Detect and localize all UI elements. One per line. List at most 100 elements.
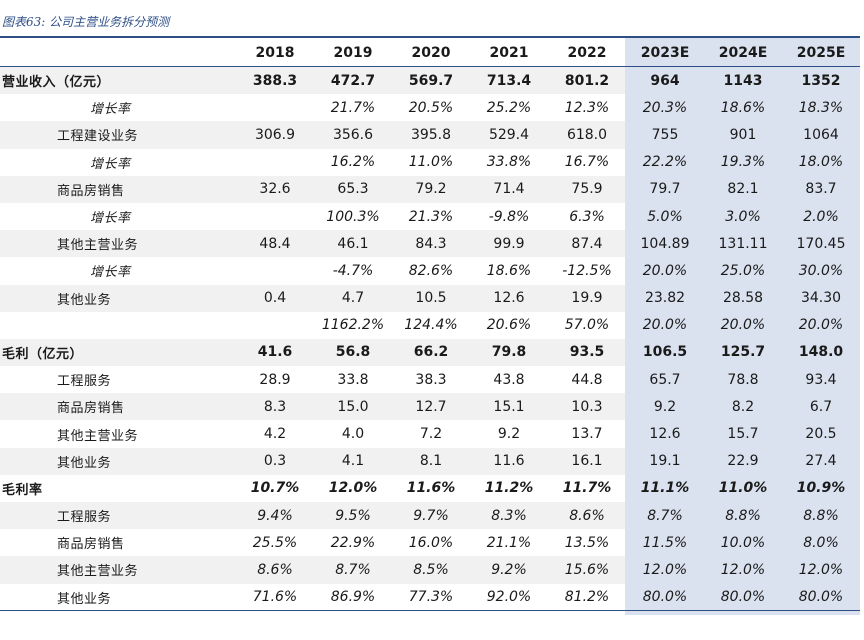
- value-cell: 12.0%: [642, 561, 688, 578]
- value-cell: [236, 203, 314, 230]
- value-cell: 20.5%: [408, 99, 454, 116]
- value-cell: 22.2%: [642, 154, 688, 171]
- value-cell: 11.1%: [640, 480, 690, 497]
- value-cell: [236, 149, 314, 176]
- row-label: 其他主营业务: [57, 564, 139, 580]
- value-cell: 472.7: [330, 72, 376, 89]
- value-cell: 9.2: [497, 426, 521, 443]
- value-cell: 11.6%: [406, 480, 456, 497]
- value-cell: 11.2%: [484, 480, 534, 497]
- value-cell: 10.0%: [720, 534, 766, 551]
- value-cell: 20.0%: [642, 262, 688, 279]
- value-cell: 79.8: [491, 344, 527, 361]
- table-row: 增长率 -4.7% 82.6% 18.6% -12.5% 20.0% 25.0% 30.0%: [0, 257, 860, 284]
- value-cell: 28.9: [259, 371, 291, 388]
- row-label: 工程服务: [57, 374, 112, 390]
- value-cell: -4.7%: [332, 262, 374, 279]
- value-cell: 75.9: [571, 181, 603, 198]
- value-cell: 6.7: [809, 398, 833, 415]
- value-cell: 124.4%: [404, 317, 458, 334]
- value-cell: 20.0%: [720, 317, 766, 334]
- value-cell: 9.5%: [335, 507, 371, 524]
- row-label: 毛利率: [2, 482, 43, 498]
- value-cell: 7.2: [419, 426, 443, 443]
- value-cell: 30.0%: [798, 262, 844, 279]
- table-body: 营业收入（亿元） 388.3 472.7 569.7 713.4 801.2 964 1143…: [0, 67, 860, 611]
- value-cell: 99.9: [493, 235, 525, 252]
- value-cell: 755: [651, 126, 679, 143]
- value-cell: 12.6: [493, 290, 525, 307]
- table-row: 毛利率 10.7% 12.0% 11.6% 11.2% 11.7% 11.1% 11.0% 10…: [0, 475, 860, 502]
- value-cell: 21.7%: [330, 99, 376, 116]
- value-cell: 79.2: [415, 181, 447, 198]
- value-cell: 71.6%: [252, 589, 298, 606]
- header-year: 2020: [411, 44, 451, 61]
- value-cell: 8.3: [263, 398, 287, 415]
- value-cell: 8.6%: [569, 507, 605, 524]
- row-label: 商品房销售: [57, 183, 125, 199]
- table-row: 工程建设业务 306.9 356.6 395.8 529.4 618.0 755 901 106…: [0, 121, 860, 149]
- value-cell: 19.9: [571, 290, 603, 307]
- value-cell: [236, 257, 314, 284]
- value-cell: 38.3: [415, 371, 447, 388]
- value-cell: [236, 94, 314, 121]
- value-cell: 8.8%: [803, 507, 839, 524]
- value-cell: 901: [729, 126, 757, 143]
- header-year: 2018: [255, 44, 295, 61]
- value-cell: 79.7: [649, 181, 681, 198]
- value-cell: 11.0%: [718, 480, 768, 497]
- value-cell: 23.82: [644, 290, 686, 307]
- value-cell: 71.4: [493, 181, 525, 198]
- value-cell: 801.2: [564, 72, 610, 89]
- value-cell: 65.3: [337, 181, 369, 198]
- value-cell: 106.5: [642, 344, 688, 361]
- value-cell: 8.7%: [335, 561, 371, 578]
- value-cell: 15.7: [727, 426, 759, 443]
- value-cell: 77.3%: [408, 589, 454, 606]
- value-cell: 13.7: [571, 426, 603, 443]
- value-cell: -9.8%: [488, 208, 530, 225]
- value-cell: 3.0%: [725, 208, 761, 225]
- table-row: 商品房销售 8.3 15.0 12.7 15.1 10.3 9.2 8.2 6.7: [0, 393, 860, 421]
- table-header-row: 2018 2019 2020 2021 2022 2023E 2024E 202…: [0, 38, 860, 67]
- value-cell: 82.1: [727, 181, 759, 198]
- value-cell: 12.0%: [328, 480, 378, 497]
- header-year: 2021: [489, 44, 529, 61]
- header-year: 2024E: [718, 44, 768, 61]
- row-label: 增长率: [90, 265, 131, 281]
- value-cell: 20.0%: [642, 317, 688, 334]
- value-cell: 569.7: [408, 72, 454, 89]
- value-cell: 125.7: [720, 344, 766, 361]
- value-cell: 19.3%: [720, 154, 766, 171]
- value-cell: 12.6: [649, 426, 681, 443]
- value-cell: 33.8%: [486, 154, 532, 171]
- value-cell: 8.6%: [257, 561, 293, 578]
- row-label: 增长率: [90, 211, 131, 227]
- value-cell: 56.8: [335, 344, 371, 361]
- table-row: 其他主营业务 48.4 46.1 84.3 99.9 87.4 104.89 131.11 17…: [0, 230, 860, 258]
- value-cell: 28.58: [722, 290, 764, 307]
- table-row: 其他业务 0.4 4.7 10.5 12.6 19.9 23.82 28.58 34.30: [0, 284, 860, 312]
- value-cell: 18.3%: [798, 99, 844, 116]
- value-cell: 12.0%: [720, 561, 766, 578]
- value-cell: 21.3%: [408, 208, 454, 225]
- table-row: 其他主营业务 8.6% 8.7% 8.5% 9.2% 15.6% 12.0% 12.0% 12.…: [0, 556, 860, 584]
- value-cell: 20.3%: [642, 99, 688, 116]
- value-cell: 16.2%: [330, 154, 376, 171]
- value-cell: 66.2: [413, 344, 449, 361]
- value-cell: 148.0: [798, 344, 844, 361]
- value-cell: 964: [650, 72, 680, 89]
- value-cell: 44.8: [571, 371, 603, 388]
- value-cell: 170.45: [796, 235, 846, 252]
- value-cell: 8.0%: [803, 534, 839, 551]
- row-label: 工程建设业务: [57, 129, 139, 145]
- value-cell: -12.5%: [562, 262, 612, 279]
- value-cell: 22.9: [727, 453, 759, 470]
- table-row: 工程服务 28.9 33.8 38.3 43.8 44.8 65.7 78.8 93.4: [0, 366, 860, 393]
- financial-table: 2018 2019 2020 2021 2022 2023E 2024E 202…: [0, 38, 860, 611]
- value-cell: 18.6%: [486, 262, 532, 279]
- table-row: 其他业务 71.6% 86.9% 77.3% 92.0% 81.2% 80.0% 80.0% 8…: [0, 584, 860, 611]
- table-row: 商品房销售 25.5% 22.9% 16.0% 21.1% 13.5% 11.5% 10.0%…: [0, 529, 860, 556]
- row-label: 其他业务: [57, 591, 112, 607]
- value-cell: 8.3%: [491, 507, 527, 524]
